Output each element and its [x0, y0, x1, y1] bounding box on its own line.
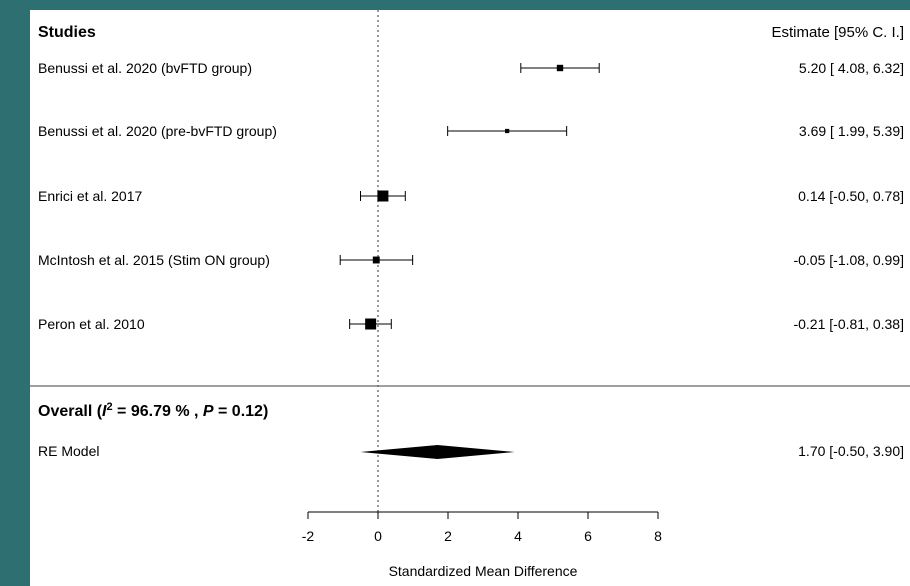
- forest-plot-panel: Studies Estimate [95% C. I.] Benussi et …: [30, 10, 910, 586]
- summary-diamond: [360, 445, 515, 459]
- x-tick-label: 0: [374, 528, 382, 544]
- study-rows: Benussi et al. 2020 (bvFTD group) 5.20 [ …: [38, 60, 904, 332]
- estimate-marker: [377, 190, 389, 202]
- estimate-header: Estimate [95% C. I.]: [771, 24, 904, 41]
- estimate-marker: [505, 128, 510, 134]
- study-label: Enrici et al. 2017: [38, 188, 142, 204]
- study-label: Peron et al. 2010: [38, 316, 145, 332]
- study-label: McIntosh et al. 2015 (Stim ON group): [38, 252, 270, 268]
- x-tick-label: -2: [302, 528, 315, 544]
- estimate-marker: [556, 64, 564, 72]
- study-estimate-text: 0.14 [-0.50, 0.78]: [798, 188, 904, 204]
- study-label: Benussi et al. 2020 (bvFTD group): [38, 60, 252, 76]
- study-estimate-text: 5.20 [ 4.08, 6.32]: [799, 60, 904, 76]
- x-tick-label: 6: [584, 528, 592, 544]
- x-tick-label: 4: [514, 528, 522, 544]
- studies-header: Studies: [38, 24, 96, 41]
- re-model-label: RE Model: [38, 443, 99, 459]
- x-axis: -2 0 2 4 6 8: [302, 511, 662, 544]
- re-model-estimate-text: 1.70 [-0.50, 3.90]: [798, 443, 904, 459]
- study-label: Benussi et al. 2020 (pre-bvFTD group): [38, 123, 277, 139]
- x-tick-label: 8: [654, 528, 662, 544]
- study-estimate-text: -0.21 [-0.81, 0.38]: [793, 316, 904, 332]
- x-axis-label: Standardized Mean Difference: [389, 563, 578, 579]
- overall-heterogeneity-label: Overall (I2 = 96.79 % , P = 0.12): [38, 401, 268, 420]
- estimate-marker: [365, 318, 377, 330]
- estimate-marker: [372, 256, 380, 264]
- x-tick-label: 2: [444, 528, 452, 544]
- study-estimate-text: 3.69 [ 1.99, 5.39]: [799, 123, 904, 139]
- study-estimate-text: -0.05 [-1.08, 0.99]: [793, 252, 904, 268]
- forest-plot: Studies Estimate [95% C. I.] Benussi et …: [30, 10, 910, 579]
